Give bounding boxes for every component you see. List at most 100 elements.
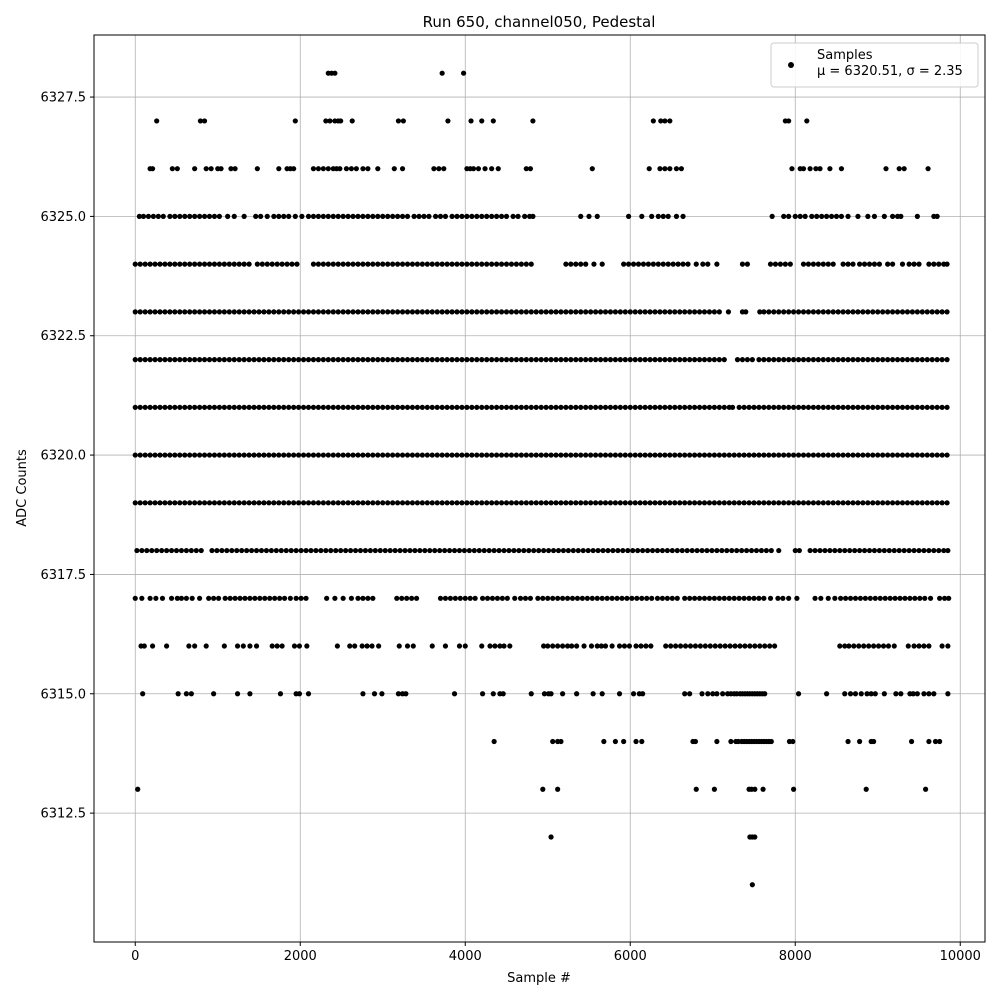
data-point	[736, 595, 742, 601]
data-point	[172, 357, 178, 363]
data-point	[218, 166, 224, 172]
data-point	[761, 357, 767, 363]
data-point	[481, 547, 487, 554]
data-point	[647, 357, 653, 363]
data-point	[147, 595, 153, 601]
data-point	[926, 547, 932, 554]
data-point	[637, 500, 643, 506]
data-point	[147, 309, 153, 315]
data-point	[162, 452, 168, 458]
data-point	[340, 500, 346, 506]
data-point	[320, 357, 326, 363]
data-point	[262, 595, 268, 601]
data-point	[871, 261, 878, 267]
data-point	[454, 213, 460, 219]
data-point	[649, 595, 655, 601]
data-point	[639, 738, 645, 745]
data-point	[838, 166, 845, 172]
data-point	[840, 309, 846, 315]
data-point	[591, 261, 597, 267]
x-tick-label: 2000	[284, 949, 317, 964]
data-point	[527, 595, 534, 601]
data-point	[286, 213, 292, 219]
data-point	[904, 357, 911, 363]
data-point	[214, 547, 220, 554]
data-point	[711, 500, 718, 506]
data-point	[563, 309, 569, 315]
data-point	[414, 452, 420, 458]
data-point	[612, 452, 619, 458]
data-point	[252, 595, 258, 601]
data-point	[494, 357, 500, 363]
data-point	[203, 166, 209, 172]
data-point	[132, 357, 138, 363]
data-point	[781, 309, 787, 315]
data-point	[857, 595, 864, 601]
data-point	[211, 357, 218, 363]
data-point	[429, 643, 435, 649]
data-point	[474, 404, 480, 410]
data-point	[174, 595, 180, 601]
data-point	[682, 595, 688, 601]
data-point	[474, 357, 480, 363]
data-point	[152, 357, 158, 363]
data-point	[589, 595, 595, 601]
data-point	[333, 547, 339, 554]
data-point	[484, 309, 490, 315]
data-point	[789, 166, 795, 172]
data-point	[177, 213, 183, 219]
data-point	[360, 500, 366, 506]
data-point	[372, 547, 378, 554]
data-point	[672, 452, 678, 458]
data-point	[513, 357, 520, 363]
data-point	[424, 404, 430, 410]
data-point	[345, 213, 351, 219]
data-point	[858, 691, 864, 697]
data-point	[375, 261, 381, 267]
data-point	[687, 595, 693, 601]
data-point	[860, 357, 866, 363]
data-point	[449, 404, 455, 410]
data-point	[597, 357, 604, 363]
data-point	[211, 404, 218, 410]
data-point	[489, 595, 496, 601]
data-point	[168, 547, 175, 554]
data-point	[860, 404, 866, 410]
data-point	[256, 404, 262, 410]
data-point	[325, 166, 331, 172]
data-point	[444, 404, 450, 410]
y-axis-ticks: 6312.56315.06317.56320.06322.56325.06327…	[41, 91, 94, 822]
data-point	[627, 404, 633, 410]
data-point	[786, 452, 792, 458]
data-point	[517, 595, 524, 601]
data-point	[174, 166, 180, 172]
data-point	[424, 452, 430, 458]
data-point	[360, 261, 366, 267]
data-point	[330, 261, 336, 267]
data-point	[620, 547, 626, 554]
data-point	[160, 213, 166, 219]
data-point	[919, 452, 925, 458]
data-point	[419, 309, 425, 315]
data-point	[518, 404, 524, 410]
data-point	[714, 738, 720, 745]
data-point	[939, 643, 945, 649]
data-point	[627, 452, 633, 458]
data-point	[568, 500, 574, 506]
data-point	[815, 404, 821, 410]
data-point	[597, 452, 604, 458]
data-point	[781, 213, 787, 219]
data-point	[652, 357, 658, 363]
data-point	[236, 357, 242, 363]
data-point	[269, 643, 275, 649]
data-point	[649, 213, 655, 219]
data-point	[741, 595, 747, 601]
data-point	[902, 595, 908, 601]
data-point	[911, 643, 917, 649]
data-point	[187, 404, 193, 410]
data-point	[795, 357, 802, 363]
data-point	[861, 643, 867, 649]
data-point	[395, 500, 401, 506]
data-point	[835, 452, 841, 458]
